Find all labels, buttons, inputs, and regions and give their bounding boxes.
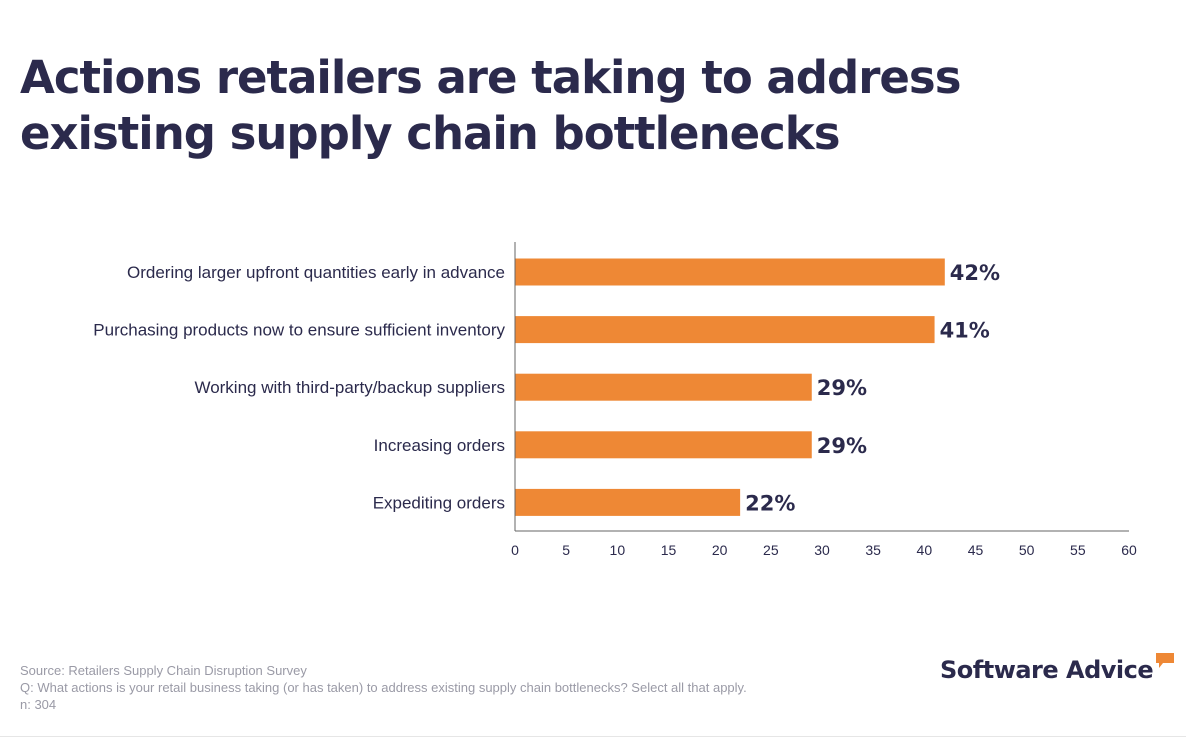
x-tick-label: 60 [1121, 542, 1137, 558]
x-tick-label: 15 [661, 542, 677, 558]
category-label: Purchasing products now to ensure suffic… [93, 321, 505, 340]
bottom-divider [0, 736, 1186, 737]
value-label: 29% [817, 434, 867, 458]
value-label: 22% [745, 491, 795, 515]
bar [515, 316, 935, 344]
category-label: Ordering larger upfront quantities early… [127, 263, 505, 282]
bars-layer: Ordering larger upfront quantities early… [93, 258, 1000, 516]
x-tick-label: 35 [865, 542, 881, 558]
chart-title: Actions retailers are taking to address … [20, 51, 962, 160]
axes: 0 5 10 15 20 25 30 35 40 45 50 55 60 [511, 242, 1137, 558]
category-label: Increasing orders [374, 436, 505, 455]
chart-footer: Source: Retailers Supply Chain Disruptio… [20, 662, 747, 713]
bar [515, 373, 812, 401]
bar [515, 431, 812, 459]
x-tick-label: 5 [562, 542, 570, 558]
brand-name: Software Advice [940, 656, 1154, 684]
brand-logo: Software Advice [940, 652, 1175, 692]
source-note: Source: Retailers Supply Chain Disruptio… [20, 663, 307, 678]
value-label: 41% [940, 319, 990, 343]
value-label: 29% [817, 376, 867, 400]
x-tick-label: 50 [1019, 542, 1035, 558]
bar [515, 258, 945, 286]
x-tick-label: 40 [917, 542, 933, 558]
value-label: 42% [950, 261, 1000, 285]
bar [515, 488, 741, 516]
x-tick-label: 30 [814, 542, 830, 558]
x-tick-label: 20 [712, 542, 728, 558]
category-label: Working with third-party/backup supplier… [194, 378, 505, 397]
x-tick-label: 55 [1070, 542, 1086, 558]
x-tick-label: 0 [511, 542, 519, 558]
speech-bubble-icon [1155, 652, 1175, 675]
sample-size: n: 304 [20, 697, 57, 712]
survey-question: Q: What actions is your retail business … [20, 680, 747, 695]
x-tick-label: 10 [610, 542, 626, 558]
category-label: Expediting orders [373, 493, 505, 512]
x-tick-label: 25 [763, 542, 779, 558]
x-tick-label: 45 [968, 542, 984, 558]
